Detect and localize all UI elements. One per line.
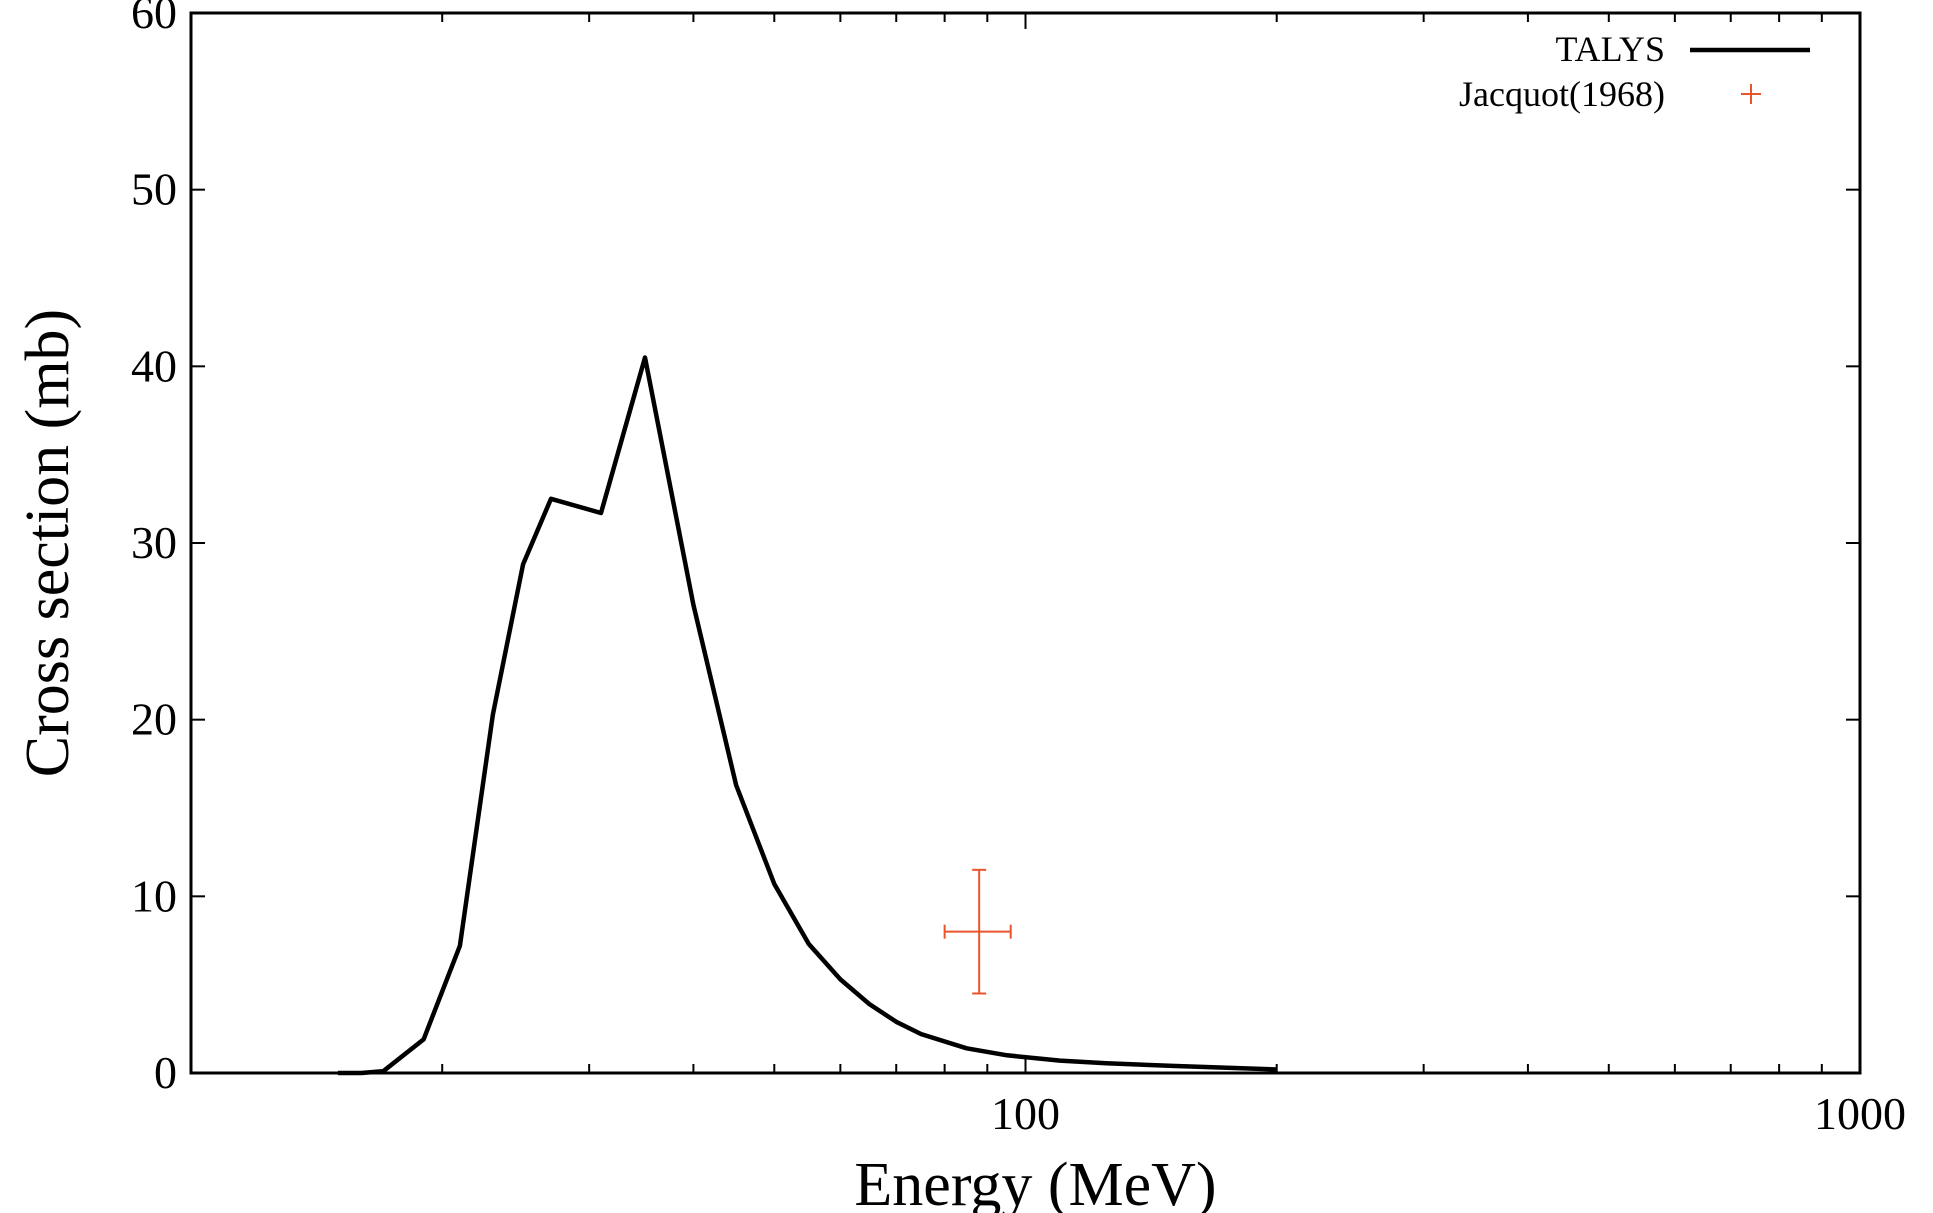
x-axis-title: Energy (MeV): [854, 1151, 1216, 1213]
y-axis-title: Cross section (mb): [14, 309, 82, 777]
plot-frame: [189, 11, 1862, 1075]
x-tick-label: 100: [991, 1088, 1060, 1139]
y-tick-label: 40: [131, 340, 177, 391]
jacquot-1968-data-point: [943, 868, 1012, 995]
y-tick-label: 20: [131, 694, 177, 745]
legend-label-jacquot-1968: Jacquot(1968): [1459, 74, 1665, 114]
series-layer: [337, 355, 1277, 1076]
y-tick-label: 0: [154, 1047, 177, 1098]
x-tick-label: 1000: [1814, 1088, 1906, 1139]
talys-series-line: [337, 355, 1277, 1076]
y-tick-label: 50: [131, 164, 177, 215]
legend-swatch-jacquot-1968: [1741, 84, 1761, 104]
tick-labels-layer: 0 10 20 30 40 50 60 100 1000: [131, 0, 1906, 1139]
legend: TALYS Jacquot(1968): [1459, 29, 1810, 114]
ticks-layer: [190, 12, 1860, 1074]
y-tick-label: 60: [131, 0, 177, 38]
y-tick-label: 30: [131, 517, 177, 568]
y-tick-label: 10: [131, 870, 177, 921]
legend-label-talys: TALYS: [1555, 29, 1665, 69]
